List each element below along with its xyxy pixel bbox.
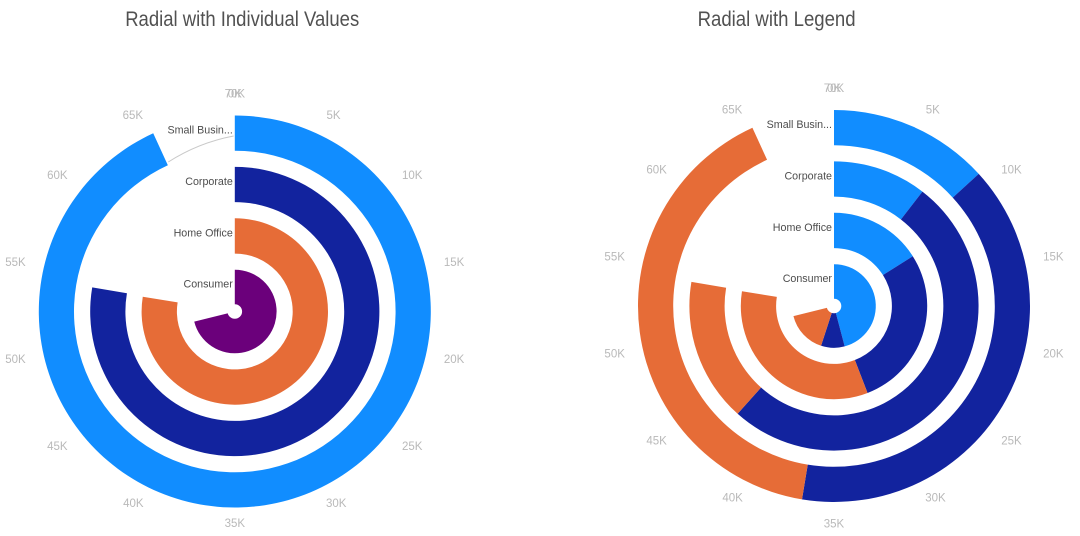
svg-text:20K: 20K <box>444 354 465 366</box>
svg-text:60K: 60K <box>47 170 68 182</box>
svg-text:0K: 0K <box>827 83 841 95</box>
svg-text:Corporate: Corporate <box>784 171 832 183</box>
svg-text:50K: 50K <box>5 354 26 366</box>
svg-text:0K: 0K <box>228 89 242 101</box>
svg-text:60K: 60K <box>646 165 667 177</box>
svg-text:Home Office: Home Office <box>174 227 233 239</box>
svg-text:45K: 45K <box>646 435 667 447</box>
svg-text:15K: 15K <box>444 257 465 269</box>
svg-text:20K: 20K <box>1043 348 1064 360</box>
svg-text:25K: 25K <box>1001 435 1022 447</box>
svg-text:10K: 10K <box>1001 165 1022 177</box>
svg-text:50K: 50K <box>604 348 625 360</box>
svg-text:Small Busin...: Small Busin... <box>167 125 232 137</box>
svg-text:Consumer: Consumer <box>783 273 833 285</box>
svg-text:Consumer: Consumer <box>183 279 233 291</box>
svg-text:5K: 5K <box>327 110 341 122</box>
svg-text:65K: 65K <box>722 105 743 117</box>
svg-text:55K: 55K <box>5 257 26 269</box>
svg-text:30K: 30K <box>326 498 347 510</box>
svg-text:35K: 35K <box>824 519 845 531</box>
svg-text:55K: 55K <box>604 252 625 264</box>
svg-text:40K: 40K <box>123 498 144 510</box>
svg-text:40K: 40K <box>722 493 743 505</box>
svg-text:5K: 5K <box>926 105 940 117</box>
svg-text:Radial with Individual Values: Radial with Individual Values <box>125 8 359 31</box>
svg-text:45K: 45K <box>47 441 68 453</box>
svg-text:25K: 25K <box>402 441 423 453</box>
svg-text:35K: 35K <box>225 518 246 530</box>
svg-text:15K: 15K <box>1043 252 1064 264</box>
svg-text:65K: 65K <box>123 110 144 122</box>
svg-text:Corporate: Corporate <box>185 176 233 188</box>
svg-text:70K: 70K <box>225 89 246 101</box>
svg-text:Radial with Legend: Radial with Legend <box>698 8 856 31</box>
svg-text:30K: 30K <box>925 493 946 505</box>
svg-text:70K: 70K <box>824 83 845 95</box>
svg-text:Small Busin...: Small Busin... <box>767 119 832 131</box>
svg-text:Home Office: Home Office <box>773 222 832 234</box>
svg-text:10K: 10K <box>402 170 423 182</box>
